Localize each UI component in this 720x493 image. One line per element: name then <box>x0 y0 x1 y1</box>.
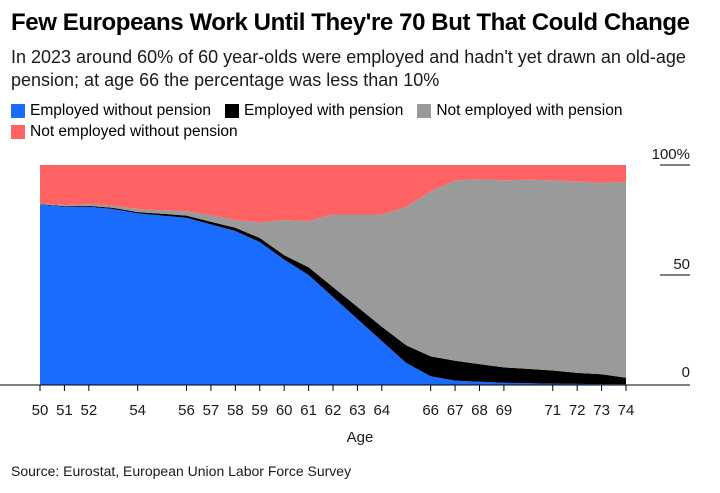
x-tick-label: 54 <box>129 402 146 419</box>
x-tick-label: 61 <box>300 402 317 419</box>
x-tick-label: 71 <box>544 402 561 419</box>
x-tick-label: 69 <box>496 402 513 419</box>
area-not-employed-with-pension <box>40 179 626 378</box>
chart-title: Few Europeans Work Until They're 70 But … <box>11 9 690 36</box>
legend-label: Not employed without pension <box>30 122 238 140</box>
legend-item-not-employed-with-pension: Not employed with pension <box>417 102 622 120</box>
y-tick-label: 100% <box>652 146 690 163</box>
x-tick-label: 59 <box>251 402 268 419</box>
legend-label: Employed without pension <box>30 101 211 119</box>
x-tick-label: 57 <box>203 402 220 419</box>
y-tick-label: 0 <box>682 364 690 381</box>
x-tick-label: 60 <box>276 402 293 419</box>
legend: Employed without pension Employed with p… <box>11 100 711 142</box>
x-tick-label: 50 <box>32 402 49 419</box>
source-note: Source: Eurostat, European Union Labor F… <box>11 463 352 479</box>
legend-swatch-gray <box>417 103 432 118</box>
legend-row-2: Not employed without pension <box>11 121 711 142</box>
legend-item-not-employed-without-pension: Not employed without pension <box>11 123 238 141</box>
x-tick-label: 66 <box>422 402 439 419</box>
x-tick-label: 51 <box>56 402 73 419</box>
legend-item-employed-with-pension: Employed with pension <box>224 101 404 120</box>
legend-row-1: Employed without pension Employed with p… <box>11 100 711 121</box>
legend-label: Employed with pension <box>243 101 404 119</box>
x-tick-label: 62 <box>325 402 342 419</box>
area-employed-without-pension <box>40 204 626 385</box>
x-tick-label: 64 <box>373 402 390 419</box>
area-not-employed-without-pension <box>40 165 626 223</box>
legend-item-employed-without-pension: Employed without pension <box>11 102 211 120</box>
x-tick-label: 56 <box>178 402 195 419</box>
x-axis-title: Age <box>347 429 374 446</box>
x-tick-label: 73 <box>593 402 610 419</box>
x-tick-label: 63 <box>349 402 366 419</box>
legend-swatch-blue <box>11 103 25 118</box>
legend-swatch-red <box>11 124 25 139</box>
chart-subtitle: In 2023 around 60% of 60 year-olds were … <box>11 47 686 90</box>
legend-label: Not employed with pension <box>436 101 623 119</box>
x-tick-label: 68 <box>471 402 488 419</box>
x-tick-label: 67 <box>447 402 464 419</box>
legend-swatch-black <box>224 103 239 118</box>
area-employed-with-pension <box>40 204 626 385</box>
x-tick-label: 52 <box>80 402 97 419</box>
x-tick-label: 72 <box>569 402 586 419</box>
x-tick-label: 58 <box>227 402 244 419</box>
y-tick-label: 50 <box>673 256 690 273</box>
x-tick-label: 74 <box>618 402 635 419</box>
